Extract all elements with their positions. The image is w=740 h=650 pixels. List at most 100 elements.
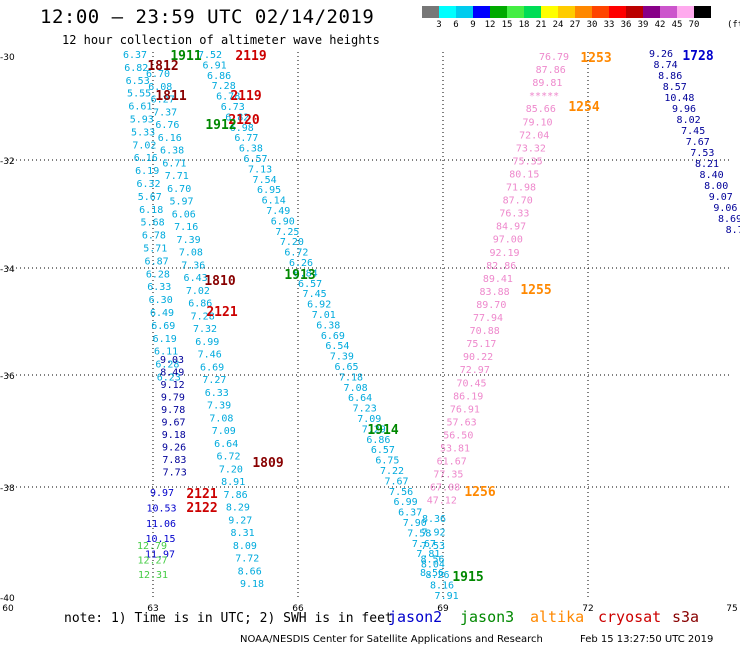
wave-height-value: 6.57 — [243, 154, 267, 165]
wave-height-value: 7.18 — [339, 372, 363, 383]
wave-height-value: 6.27 — [151, 95, 175, 106]
wave-height-value: 9.03 — [160, 355, 184, 366]
wave-height-value: 6.08 — [148, 82, 172, 93]
wave-height-value: 7.20 — [219, 464, 243, 475]
wave-height-value: 5.93 — [130, 115, 154, 126]
wave-height-value: 6.78 — [216, 92, 240, 103]
wave-height-value: 8.04 — [421, 560, 445, 571]
wave-height-value: 7.28 — [191, 311, 215, 322]
legend-label: 27 — [569, 20, 581, 30]
wave-height-value: 7.56 — [389, 487, 413, 498]
pass-time-label: 1811 — [155, 89, 186, 104]
lon-label: 66 — [292, 604, 304, 614]
wave-height-value: 9.26 — [162, 443, 186, 454]
wave-height-value: 6.38 — [316, 320, 340, 331]
wave-height-value: 7.02 — [186, 286, 210, 297]
wave-height-value: 6.06 — [172, 209, 196, 220]
wave-height-value: 7.72 — [235, 554, 259, 565]
wave-height-value: 75.17 — [466, 339, 496, 350]
pass-time-label: 2119 — [230, 89, 261, 104]
pass-time-label: 1255 — [520, 283, 551, 298]
wave-height-value: 7.36 — [181, 260, 205, 271]
wave-height-value: 7.83 — [162, 455, 186, 466]
wave-height-value: 6.72 — [216, 452, 240, 463]
pass-time-label: 1810 — [204, 274, 235, 289]
wave-height-value: 9.18 — [240, 579, 264, 590]
wave-height-value: 82.86 — [486, 261, 516, 272]
wave-height-value: 6.64 — [214, 439, 238, 450]
wave-height-value: 6.14 — [262, 196, 286, 207]
wave-height-value: 9.67 — [161, 418, 185, 429]
wave-height-value: 6.69 — [151, 321, 175, 332]
wave-height-value: 57.63 — [447, 417, 477, 428]
wave-height-value: 7.32 — [193, 324, 217, 335]
wave-height-value: 6.54 — [325, 341, 349, 352]
wave-height-value: 5.55 — [127, 89, 151, 100]
wave-height-value: 10.15 — [145, 534, 175, 545]
legend-swatch — [507, 6, 524, 18]
wave-height-value: 8.69 — [718, 214, 740, 225]
wave-height-value: 9.06 — [713, 203, 737, 214]
wave-height-value: 8.74 — [654, 60, 678, 71]
pass-time-label: 1911 — [170, 49, 201, 64]
wave-height-value: 5.67 — [138, 192, 162, 203]
wave-height-value: 6.64 — [348, 393, 372, 404]
satellite-label-cryosat: cryosat — [598, 608, 662, 626]
wave-height-value: 8.40 — [700, 170, 724, 181]
pass-time-label: 2121 — [206, 305, 237, 320]
wave-height-value: 8.02 — [677, 115, 701, 126]
wave-height-value: 9.78 — [161, 405, 185, 416]
wave-height-value: 84.97 — [496, 222, 526, 233]
wave-height-value: 7.53 — [690, 148, 714, 159]
wave-height-value: 8.7 — [726, 225, 740, 236]
wave-height-value: 70.45 — [456, 378, 486, 389]
wave-height-value: 89.81 — [532, 78, 562, 89]
wave-height-value: 85.66 — [526, 104, 556, 115]
legend-label: 15 — [501, 20, 513, 30]
wave-height-value: 73.32 — [516, 143, 546, 154]
wave-height-value: 6.33 — [205, 388, 229, 399]
wave-height-value: 9.07 — [709, 192, 733, 203]
wave-height-value: 6.57 — [371, 445, 395, 456]
wave-height-value: 8.00 — [704, 181, 728, 192]
wave-height-value: 70.88 — [470, 326, 500, 337]
pass-time-label: 1915 — [452, 570, 483, 585]
wave-height-value: 8.91 — [221, 477, 245, 488]
wave-height-value: 7.67 — [412, 539, 436, 550]
wave-height-value: 7.28 — [212, 81, 236, 92]
wave-height-value: 86.19 — [453, 391, 483, 402]
wave-height-value: 87.70 — [503, 196, 533, 207]
legend-swatch — [626, 6, 643, 18]
lat-label: -40 — [0, 594, 15, 604]
wave-height-value: ***** — [529, 91, 559, 102]
legend-swatch — [677, 6, 694, 18]
wave-height-value: 87.86 — [536, 65, 566, 76]
pass-time-label: 1256 — [464, 485, 495, 500]
legend-units: (ft) — [727, 20, 740, 30]
wave-height-value: 7.58 — [407, 528, 431, 539]
legend-label: 12 — [484, 20, 496, 30]
wave-height-value: 7.08 — [209, 413, 233, 424]
wave-height-value: 8.16 — [430, 580, 454, 591]
wave-height-value: 6.16 — [134, 153, 158, 164]
wave-height-value: 10.53 — [146, 503, 176, 514]
wave-height-value: 6.69 — [200, 362, 224, 373]
wave-height-value: 6.43 — [184, 273, 208, 284]
wave-height-value: 6.32 — [136, 179, 160, 190]
wave-height-value: 7.20 — [280, 237, 304, 248]
wave-height-value: 9.26 — [649, 49, 673, 60]
wave-height-value: 80.15 — [509, 169, 539, 180]
wave-height-value: 6.26 — [289, 258, 313, 269]
legend-label: 24 — [552, 20, 564, 30]
wave-height-value: 6.38 — [239, 144, 263, 155]
wave-height-value: 6.57 — [298, 279, 322, 290]
wave-height-value: 6.69 — [321, 331, 345, 342]
pass-time-label: 1254 — [568, 100, 599, 115]
footer-note: note: 1) Time is in UTC; 2) SWH is in fe… — [64, 611, 393, 626]
wave-height-value: 12.27 — [137, 556, 167, 567]
legend-swatch — [439, 6, 456, 18]
wave-height-value: 5.33 — [131, 127, 155, 138]
wave-height-value: 5.97 — [169, 197, 193, 208]
lat-label: -36 — [0, 372, 15, 382]
wave-height-value: 6.90 — [271, 216, 295, 227]
